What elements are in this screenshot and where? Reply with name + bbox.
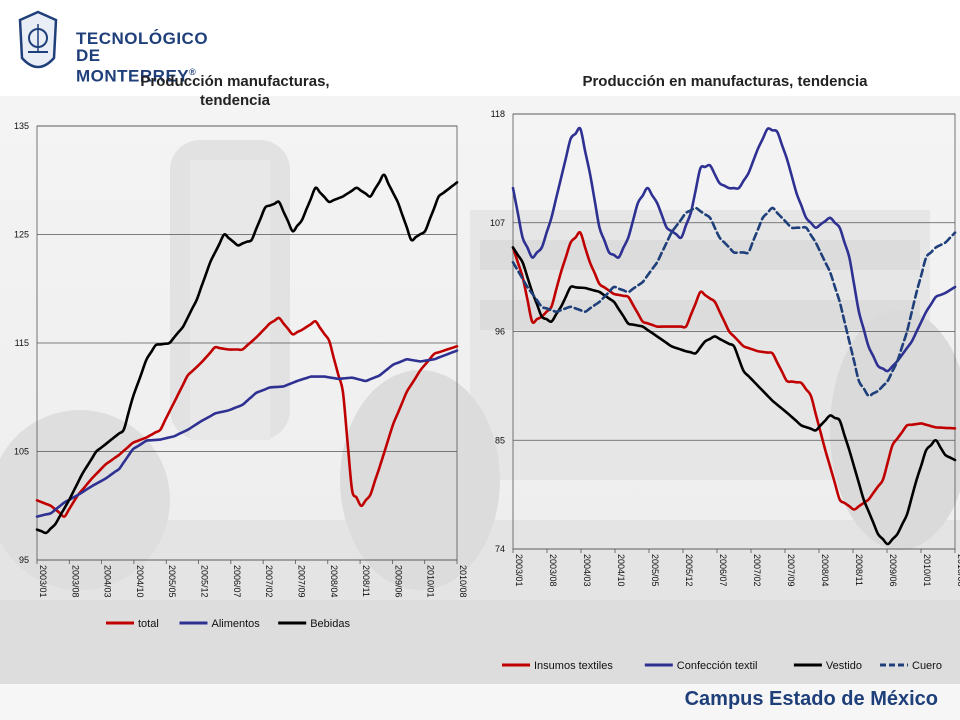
- logo-line-2-text: DE MONTERREY: [76, 46, 190, 86]
- chart-2-svg: 74 85 96 107 118 2003/01 2003/08 2004/03 2004/10…: [490, 109, 960, 672]
- series-line-insumos-textiles: [511, 230, 957, 511]
- x-tick-label: 2007/02: [264, 565, 274, 598]
- legend-label: total: [138, 618, 159, 630]
- y-tick-label: 96: [495, 327, 505, 337]
- tec-logo: TECNOLÓGICO DE MONTERREY®: [16, 8, 216, 85]
- tec-logo-text: TECNOLÓGICO DE MONTERREY®: [76, 30, 216, 85]
- series-line-vestido: [511, 246, 957, 546]
- x-tick-label: 2003/08: [70, 565, 80, 598]
- chart-2-title: Producción en manufacturas, tendencia: [582, 73, 868, 90]
- x-tick-label: 2005/05: [650, 554, 660, 587]
- x-tick-label: 2009/06: [888, 554, 898, 587]
- x-tick-label: 2007/09: [786, 554, 796, 587]
- chart-1-title-line-2: tendencia: [199, 92, 271, 109]
- series-line-alimentos: [35, 349, 459, 518]
- x-tick-label: 2010/08: [956, 554, 960, 587]
- x-tick-label: 2005/12: [684, 554, 694, 587]
- x-tick-label: 2008/11: [854, 554, 864, 586]
- logo-line-1: TECNOLÓGICO: [76, 29, 209, 48]
- x-tick-label: 2010/01: [922, 554, 932, 587]
- legend-label: Bebidas: [310, 618, 350, 630]
- y-tick-label: 118: [491, 109, 505, 119]
- x-tick-label: 2007/02: [752, 554, 762, 587]
- y-tick-label: 105: [14, 447, 29, 457]
- legend-label: Insumos textiles: [534, 660, 613, 672]
- x-tick-label: 2004/03: [582, 554, 592, 587]
- y-tick-label: 95: [19, 555, 29, 565]
- legend-label: Alimentos: [212, 618, 261, 630]
- y-tick-label: 115: [15, 338, 29, 348]
- x-tick-label: 2007/09: [296, 565, 306, 598]
- footer-campus-name: Campus Estado de México: [684, 688, 938, 710]
- y-tick-label: 125: [14, 230, 29, 240]
- x-tick-label: 2006/07: [718, 554, 728, 587]
- chart-1-title-line-1: Producción manufacturas,: [140, 73, 330, 90]
- y-tick-label: 135: [14, 121, 29, 131]
- x-tick-label: 2008/11: [361, 565, 371, 597]
- x-tick-label: 2005/12: [200, 565, 210, 598]
- x-tick-label: 2004/03: [103, 565, 113, 598]
- x-tick-label: 2004/10: [135, 565, 145, 598]
- y-tick-label: 85: [495, 435, 505, 445]
- x-tick-label: 2005/05: [167, 565, 177, 598]
- legend-label: Cuero: [912, 660, 942, 672]
- x-tick-label: 2003/08: [548, 554, 558, 587]
- series-line-total: [35, 316, 459, 518]
- legend-label: Vestido: [826, 660, 862, 672]
- tec-shield-icon: [18, 10, 58, 69]
- series-line-confección-textil: [511, 126, 957, 373]
- x-tick-label: 2004/10: [616, 554, 626, 587]
- chart-1-title: Producción manufacturas, tendencia: [100, 72, 370, 110]
- x-tick-label: 2010/01: [426, 565, 436, 598]
- x-tick-label: 2010/08: [458, 565, 468, 598]
- x-tick-label: 2003/01: [514, 554, 524, 587]
- x-tick-label: 2003/01: [38, 565, 48, 598]
- series-line-cuero: [511, 206, 957, 398]
- series-line-bebidas: [35, 173, 459, 535]
- x-tick-label: 2006/07: [232, 565, 242, 598]
- x-tick-label: 2009/06: [393, 565, 403, 598]
- logo-registered-mark: ®: [189, 67, 197, 77]
- x-tick-label: 2008/04: [820, 554, 830, 587]
- legend-label: Confección textil: [677, 660, 758, 672]
- chart-1-svg: 95 105 115 125 135 2003/01 2003/08 2004/03 2004/…: [14, 121, 468, 630]
- logo-line-2: DE MONTERREY®: [76, 47, 216, 85]
- footer-bar: [0, 684, 960, 720]
- y-tick-label: 107: [490, 218, 505, 228]
- x-tick-label: 2008/04: [329, 565, 339, 598]
- y-tick-label: 74: [495, 544, 505, 554]
